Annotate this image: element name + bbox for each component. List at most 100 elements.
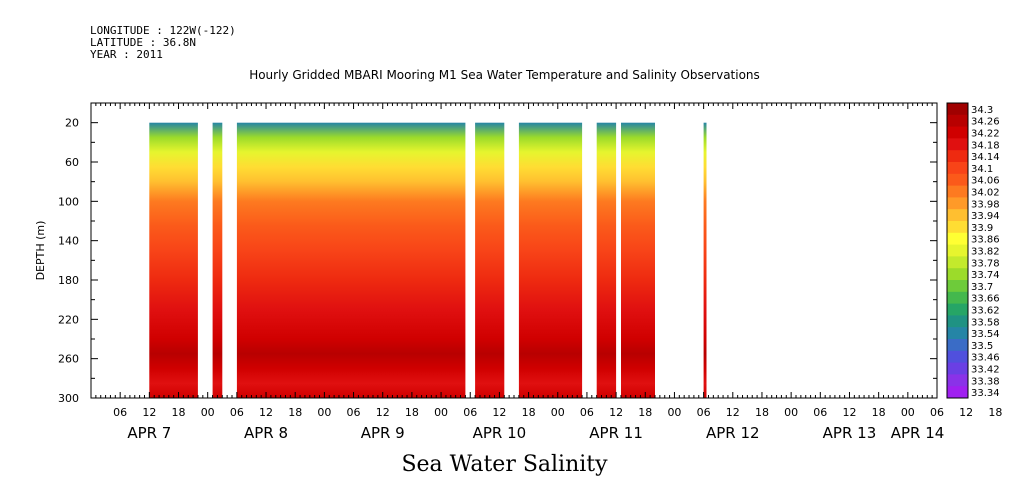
colorbar-label: 33.38 — [971, 376, 1000, 387]
data-segment-4 — [475, 122, 505, 398]
x-date-label: APR 7 — [127, 424, 171, 442]
x-date-label: APR 12 — [706, 424, 760, 442]
x-tick-label: 00 — [201, 406, 215, 419]
x-date-label: APR 8 — [244, 424, 288, 442]
colorbar-swatch — [947, 162, 968, 175]
colorbar-swatch — [947, 339, 968, 352]
x-tick-label: 00 — [667, 406, 681, 419]
x-tick-label: 00 — [551, 406, 565, 419]
colorbar-swatch — [947, 114, 968, 128]
data-segment-1 — [149, 122, 198, 398]
x-tick-label: 18 — [988, 406, 1002, 419]
colorbar-label: 33.7 — [971, 282, 993, 293]
colorbar-label: 33.86 — [971, 235, 1000, 246]
colorbar: 34.334.2634.2234.1834.1434.134.0634.0233… — [946, 102, 1000, 399]
colorbar-swatch — [947, 315, 968, 328]
x-tick-label: 12 — [376, 406, 390, 419]
colorbar-label: 33.62 — [971, 306, 1000, 317]
x-tick-label: 00 — [784, 406, 798, 419]
x-tick-label: 12 — [142, 406, 156, 419]
x-tick-label: 06 — [230, 406, 244, 419]
colorbar-swatch — [947, 386, 968, 399]
latitude-label: LATITUDE : 36.8N — [90, 36, 196, 49]
y-axis-label: DEPTH (m) — [34, 221, 47, 281]
heatmap-data-layer — [149, 122, 707, 398]
x-tick-label: 12 — [959, 406, 973, 419]
colorbar-label: 33.54 — [971, 329, 1000, 340]
colorbar-label: 33.78 — [971, 258, 1000, 269]
x-tick-label: 18 — [172, 406, 186, 419]
y-tick-label: 20 — [65, 117, 79, 130]
x-tick-label: 18 — [522, 406, 536, 419]
colorbar-swatch — [947, 221, 968, 234]
y-tick-label: 60 — [65, 156, 79, 169]
axes-layer: 06 12 18 00 06 12 18 00 06 12 18 00 06 12 18 00 06 12 18 00… — [34, 102, 1002, 442]
colorbar-swatch — [947, 126, 968, 139]
x-tick-label: 18 — [405, 406, 419, 419]
data-segment-7 — [621, 122, 655, 398]
x-date-label: APR 11 — [589, 424, 643, 442]
colorbar-label: 33.9 — [971, 223, 993, 234]
y-tick-label: 180 — [58, 274, 79, 287]
colorbar-label: 34.14 — [971, 152, 1000, 163]
chart-subtitle: Sea Water Salinity — [401, 452, 608, 477]
chart-title: Hourly Gridded MBARI Mooring M1 Sea Wate… — [249, 68, 760, 82]
colorbar-swatch — [947, 173, 968, 187]
x-date-label: APR 10 — [473, 424, 527, 442]
colorbar-swatch — [947, 374, 968, 387]
colorbar-swatch — [947, 350, 968, 364]
x-date-label: APR 14 — [891, 424, 945, 442]
colorbar-swatch — [947, 280, 968, 293]
year-label: YEAR : 2011 — [90, 48, 163, 61]
colorbar-label: 33.98 — [971, 199, 1000, 210]
longitude-label: LONGITUDE : 122W(-122) — [90, 24, 236, 37]
x-tick-label: 18 — [872, 406, 886, 419]
colorbar-label: 33.34 — [971, 388, 1000, 399]
colorbar-label: 34.3 — [971, 105, 993, 116]
x-tick-label: 06 — [813, 406, 827, 419]
colorbar-swatch — [947, 303, 968, 316]
colorbar-label: 33.94 — [971, 211, 1000, 222]
x-tick-label: 18 — [755, 406, 769, 419]
colorbar-label: 33.74 — [971, 270, 1000, 281]
x-tick-label: 00 — [317, 406, 331, 419]
colorbar-swatch — [947, 291, 968, 305]
x-tick-label: 12 — [259, 406, 273, 419]
colorbar-frame — [946, 102, 969, 399]
colorbar-label: 34.26 — [971, 117, 1000, 128]
colorbar-swatch — [947, 138, 968, 151]
colorbar-swatch — [947, 197, 968, 210]
x-tick-label: 12 — [842, 406, 856, 419]
y-tick-label: 100 — [58, 195, 79, 208]
colorbar-label: 33.42 — [971, 365, 1000, 376]
y-tick-label: 140 — [58, 235, 79, 248]
colorbar-swatch — [947, 185, 968, 198]
x-tick-label: 06 — [930, 406, 944, 419]
colorbar-label: 33.5 — [971, 341, 993, 352]
colorbar-swatch — [947, 209, 968, 222]
x-tick-label: 06 — [580, 406, 594, 419]
colorbar-label: 33.46 — [971, 353, 1000, 364]
data-segment-6 — [596, 122, 617, 398]
colorbar-swatch — [947, 327, 968, 340]
data-segment-3 — [236, 122, 466, 398]
colorbar-label: 33.82 — [971, 247, 1000, 258]
colorbar-swatch — [947, 362, 968, 375]
x-tick-label: 06 — [463, 406, 477, 419]
x-tick-label: 00 — [901, 406, 915, 419]
x-tick-label: 06 — [347, 406, 361, 419]
colorbar-swatch — [947, 244, 968, 257]
x-tick-label: 00 — [434, 406, 448, 419]
colorbar-label: 34.1 — [971, 164, 993, 175]
colorbar-label: 33.66 — [971, 294, 1000, 305]
x-tick-label: 12 — [726, 406, 740, 419]
y-tick-label: 260 — [58, 353, 79, 366]
colorbar-swatch — [947, 103, 968, 116]
data-segment-5 — [518, 122, 583, 398]
colorbar-label: 34.06 — [971, 176, 1000, 187]
colorbar-swatch — [947, 268, 968, 281]
x-tick-label: 12 — [609, 406, 623, 419]
x-tick-label: 06 — [697, 406, 711, 419]
x-tick-label: 18 — [638, 406, 652, 419]
